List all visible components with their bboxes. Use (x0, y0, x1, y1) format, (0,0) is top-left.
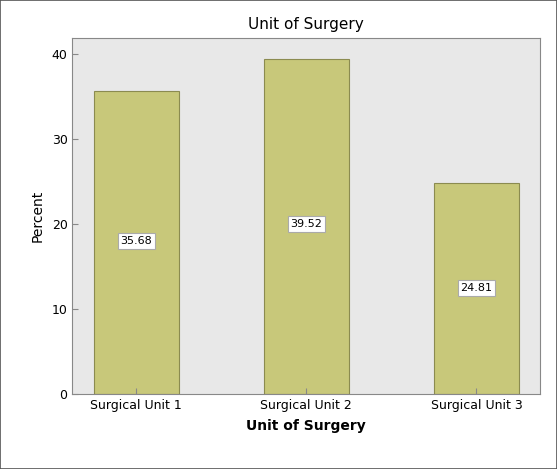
Bar (434, 183, 519, 394)
X-axis label: Unit of Surgery: Unit of Surgery (247, 419, 366, 433)
Text: 39.52: 39.52 (290, 219, 323, 229)
Bar (94, 91, 179, 394)
Bar (264, 59, 349, 394)
Title: Unit of Surgery: Unit of Surgery (248, 17, 364, 32)
Text: 35.68: 35.68 (120, 236, 152, 246)
Text: 24.81: 24.81 (461, 283, 492, 293)
Y-axis label: Percent: Percent (31, 189, 45, 242)
